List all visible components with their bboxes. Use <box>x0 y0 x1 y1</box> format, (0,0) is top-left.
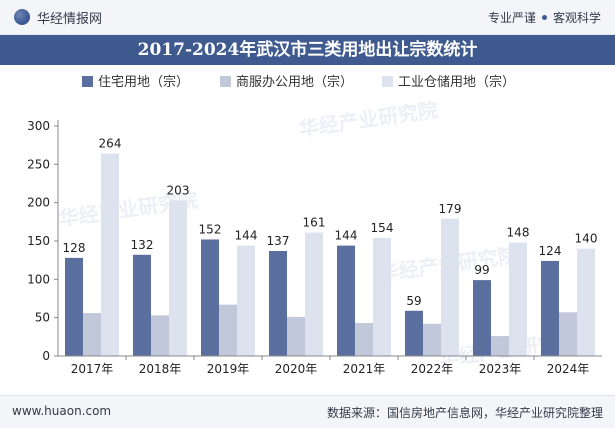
data-label-s2-0: 264 <box>99 137 122 151</box>
data-label-s2-4: 154 <box>371 221 394 235</box>
bar-s0-6 <box>473 280 491 356</box>
bar-s2-2 <box>237 245 255 356</box>
y-tick-label: 0 <box>42 349 50 363</box>
watermark-text: 华经产业研究院 <box>297 98 439 141</box>
bar-s0-4 <box>337 245 355 356</box>
brand-name: 华经情报网 <box>37 11 103 27</box>
bar-s0-3 <box>269 250 287 356</box>
legend-swatch-0 <box>82 76 93 87</box>
data-label-s2-6: 148 <box>507 226 530 240</box>
legend-label-1: 商服办公用地（宗） <box>236 74 353 90</box>
bar-s1-5 <box>423 323 441 356</box>
bar-s2-3 <box>305 232 323 356</box>
x-tick-label: 2020年 <box>275 362 318 376</box>
bar-s1-7 <box>559 312 577 356</box>
bar-chart: 华经产业研究院华经产业研究院华经产业研究院华经产业研究院 住宅用地（宗）商服办公… <box>27 74 602 376</box>
bar-s2-1 <box>169 200 187 356</box>
tagline: 专业严谨 客观科学 <box>488 9 601 26</box>
y-tick-label: 300 <box>27 119 50 133</box>
data-label-s0-7: 124 <box>539 244 562 258</box>
bar-s2-4 <box>373 237 391 356</box>
x-tick-label: 2023年 <box>479 362 522 376</box>
legend: 住宅用地（宗） 商服办公用地（宗） 工业仓储用地（宗） <box>82 74 515 90</box>
bar-s0-1 <box>133 254 151 356</box>
bar-s1-3 <box>287 316 305 356</box>
data-label-s0-1: 132 <box>131 238 154 252</box>
x-tick-label: 2021年 <box>343 362 386 376</box>
data-label-s2-2: 144 <box>235 229 258 243</box>
legend-label-2: 工业仓储用地（宗） <box>398 74 515 90</box>
bar-s2-5 <box>441 218 459 356</box>
tagline-left: 专业严谨 <box>487 11 536 25</box>
bar-s0-0 <box>65 257 83 356</box>
data-label-s0-4: 144 <box>335 229 358 243</box>
data-label-s2-7: 140 <box>575 232 598 246</box>
x-tick-label: 2018年 <box>139 362 182 376</box>
x-tick-label: 2017年 <box>71 362 114 376</box>
x-tick-label: 2022年 <box>411 362 454 376</box>
x-tick-label: 2024年 <box>547 362 590 376</box>
bar-s1-6 <box>491 336 509 356</box>
footer-source: 数据来源：国信房地产信息网，华经产业研究院整理 <box>326 406 603 420</box>
legend-label-0: 住宅用地（宗） <box>98 74 189 90</box>
footer-url[interactable]: www.huaon.com <box>12 404 112 418</box>
footer-bar: www.huaon.com 数据来源：国信房地产信息网，华经产业研究院整理 <box>0 395 615 428</box>
data-label-s0-5: 59 <box>406 294 421 308</box>
bar-s0-2 <box>201 239 219 356</box>
y-tick-label: 100 <box>27 272 50 286</box>
bars <box>65 153 595 356</box>
globe-logo-icon <box>14 9 30 25</box>
legend-swatch-1 <box>220 76 231 87</box>
data-label-s2-3: 161 <box>303 216 326 230</box>
bar-s1-1 <box>151 315 169 356</box>
bar-s2-0 <box>101 153 119 356</box>
legend-swatch-2 <box>382 76 393 87</box>
bar-s1-4 <box>355 323 373 356</box>
data-label-s2-1: 203 <box>167 183 190 197</box>
brand[interactable]: 华经情报网 <box>14 8 103 27</box>
bar-s0-5 <box>405 310 423 356</box>
data-label-s0-6: 99 <box>474 263 489 277</box>
header-bar: 华经情报网 专业严谨 客观科学 <box>0 0 615 35</box>
bar-s0-7 <box>541 260 559 356</box>
bar-s2-6 <box>509 242 527 356</box>
y-tick-label: 250 <box>27 157 50 171</box>
bar-s1-0 <box>83 313 101 356</box>
bar-s2-7 <box>577 248 595 356</box>
data-label-s0-2: 152 <box>199 222 222 236</box>
data-label-s2-5: 179 <box>439 202 462 216</box>
y-tick-label: 200 <box>27 196 50 210</box>
chart-title: 2017-2024年武汉市三类用地出让宗数统计 <box>0 35 615 65</box>
tagline-right: 客观科学 <box>552 11 601 25</box>
separator-dot-icon <box>541 15 547 20</box>
x-tick-label: 2019年 <box>207 362 250 376</box>
axes: 0 50 100 150 200 250 300 2017年 2018年 2019年 2020年 20… <box>27 119 602 376</box>
y-tick-label: 50 <box>35 311 50 325</box>
data-label-s0-0: 128 <box>63 241 86 255</box>
data-label-s0-3: 137 <box>267 234 290 248</box>
bar-s1-2 <box>219 304 237 356</box>
data-labels: 128 264 132 203 152 144 137 161 144 154 59 179 99 148… <box>63 137 598 308</box>
y-tick-label: 150 <box>27 234 50 248</box>
